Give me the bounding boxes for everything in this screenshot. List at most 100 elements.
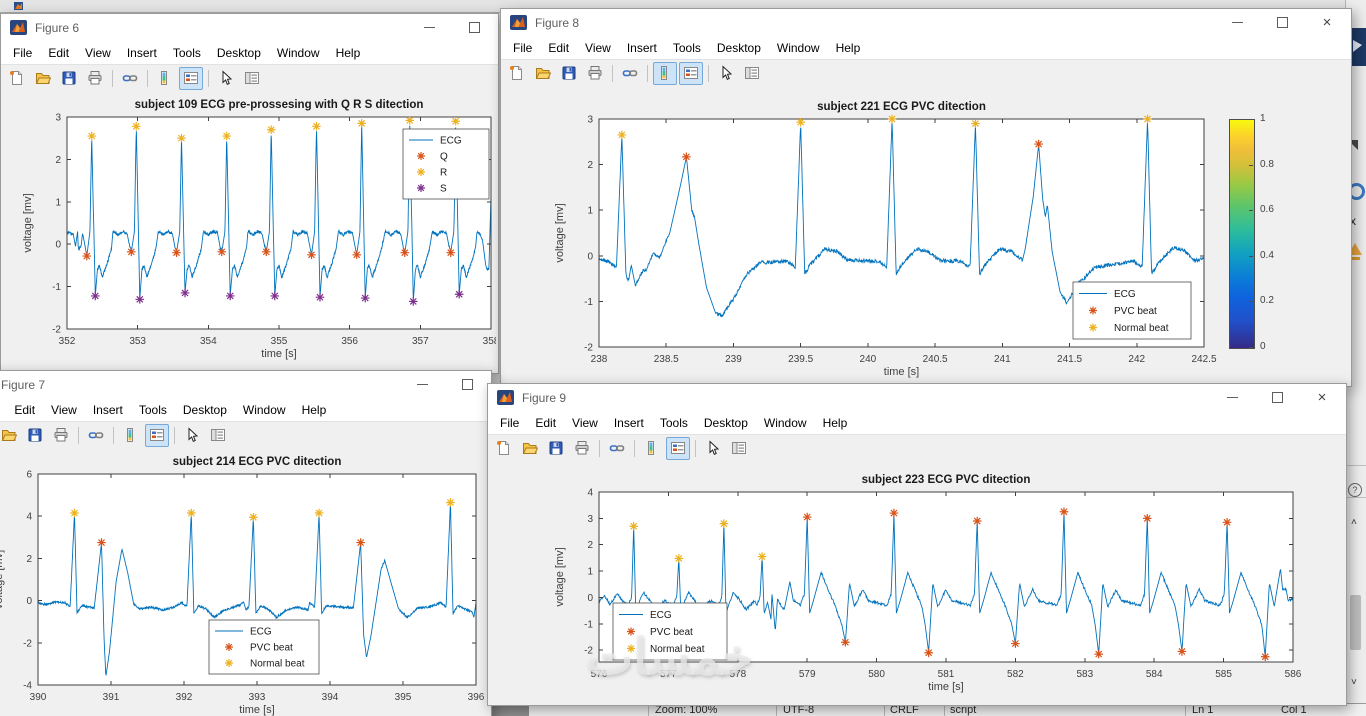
scroll-up-icon[interactable]: ˄ (1351, 517, 1357, 528)
link-plot-icon[interactable] (84, 424, 108, 447)
property-inspector-icon[interactable] (740, 62, 764, 85)
menu-item-view[interactable]: View (585, 40, 611, 55)
insert-colorbar-icon[interactable] (653, 61, 677, 85)
insert-colorbar-icon[interactable] (640, 437, 664, 460)
colorbar-tick (1249, 301, 1253, 303)
menu-item-edit[interactable]: Edit (548, 40, 570, 55)
minimize-button[interactable] (1231, 17, 1243, 29)
property-inspector-icon[interactable] (206, 424, 230, 447)
svg-text:356: 356 (341, 336, 358, 347)
menu-item-window[interactable]: Window (763, 415, 807, 430)
insert-colorbar-icon[interactable] (153, 67, 177, 90)
svg-text:6: 6 (26, 470, 32, 481)
figure8-titlebar[interactable]: Figure 8 × (501, 9, 1351, 36)
maximize-button[interactable] (1276, 17, 1288, 29)
menu-item-view[interactable]: View (51, 402, 77, 417)
new-figure-icon[interactable] (505, 62, 529, 85)
svg-text:PVC beat: PVC beat (650, 627, 693, 638)
menu-item-window[interactable]: Window (242, 402, 286, 417)
collapse-corner-icon[interactable] (1348, 140, 1358, 150)
svg-text:393: 393 (249, 692, 266, 703)
print-figure-icon[interactable] (570, 437, 594, 460)
edit-plot-cursor-icon[interactable] (714, 62, 738, 85)
print-figure-icon[interactable] (583, 62, 607, 85)
menu-item-window[interactable]: Window (276, 45, 320, 60)
menu-item-insert[interactable]: Insert (626, 40, 657, 55)
menu-item-help[interactable]: Help (835, 40, 861, 55)
minimize-button[interactable] (423, 22, 435, 34)
menu-item-file[interactable]: File (13, 45, 33, 60)
link-plot-icon[interactable] (605, 437, 629, 460)
insert-legend-icon[interactable] (679, 61, 703, 85)
menu-item-help[interactable]: Help (301, 402, 327, 417)
close-x-icon[interactable]: x (1350, 214, 1356, 228)
colorbar-tick-label: 0.8 (1260, 158, 1274, 170)
insert-legend-icon[interactable] (666, 436, 690, 460)
menu-item-desktop[interactable]: Desktop (703, 415, 748, 430)
menu-item-window[interactable]: Window (776, 40, 820, 55)
insert-legend-icon[interactable] (145, 423, 169, 447)
figure7-titlebar[interactable]: Figure 7 (0, 371, 491, 398)
scrollbar-thumb[interactable] (1350, 595, 1361, 650)
menu-item-help[interactable]: Help (335, 45, 361, 60)
menu-item-desktop[interactable]: Desktop (216, 45, 261, 60)
svg-text:voltage [mv]: voltage [mv] (22, 193, 34, 252)
close-button[interactable]: × (1322, 13, 1332, 31)
menu-item-insert[interactable]: Insert (92, 402, 123, 417)
link-plot-icon[interactable] (618, 62, 642, 85)
statusbar-divider (944, 704, 945, 716)
menu-item-edit[interactable]: Edit (48, 45, 70, 60)
print-figure-icon[interactable] (49, 424, 73, 447)
link-plot-icon[interactable] (118, 67, 142, 90)
menu-item-file[interactable]: File (500, 415, 520, 430)
close-button[interactable]: × (1317, 388, 1327, 406)
menu-item-tools[interactable]: Tools (659, 415, 688, 430)
edit-plot-cursor-icon[interactable] (180, 424, 204, 447)
menu-item-desktop[interactable]: Desktop (716, 40, 761, 55)
save-figure-icon[interactable] (57, 67, 81, 90)
maximize-button[interactable] (468, 22, 480, 34)
open-file-icon[interactable] (518, 437, 542, 460)
help-circle-icon[interactable]: ? (1348, 483, 1362, 497)
property-inspector-icon[interactable] (240, 67, 264, 90)
save-figure-icon[interactable] (557, 62, 581, 85)
menu-item-desktop[interactable]: Desktop (182, 402, 227, 417)
property-inspector-icon[interactable] (727, 437, 751, 460)
figure9-titlebar[interactable]: Figure 9 × (488, 384, 1346, 411)
open-file-icon[interactable] (31, 67, 55, 90)
insert-colorbar-icon[interactable] (119, 424, 143, 447)
maximize-button[interactable] (1271, 392, 1283, 404)
save-figure-icon[interactable] (544, 437, 568, 460)
menu-item-edit[interactable]: Edit (535, 415, 557, 430)
print-figure-icon[interactable] (83, 67, 107, 90)
open-file-icon[interactable] (0, 424, 21, 447)
edit-plot-cursor-icon[interactable] (214, 67, 238, 90)
save-figure-icon[interactable] (23, 424, 47, 447)
open-file-icon[interactable] (531, 62, 555, 85)
figure9-menubar: File Edit View Insert Tools Desktop Window Help (488, 411, 1346, 434)
menu-item-file[interactable]: File (513, 40, 533, 55)
minimize-button[interactable] (1226, 392, 1238, 404)
new-figure-icon[interactable] (492, 437, 516, 460)
menu-item-edit[interactable]: Edit (14, 402, 36, 417)
insert-legend-icon[interactable] (179, 66, 203, 90)
new-figure-icon[interactable] (5, 67, 29, 90)
menu-item-help[interactable]: Help (822, 415, 848, 430)
menu-item-view[interactable]: View (85, 45, 111, 60)
menu-item-tools[interactable]: Tools (138, 402, 167, 417)
menu-item-tools[interactable]: Tools (672, 40, 701, 55)
statusbar-item: CRLF (890, 704, 919, 716)
matlab-logo-icon (10, 20, 27, 35)
svg-text:579: 579 (799, 669, 816, 680)
menu-item-tools[interactable]: Tools (172, 45, 201, 60)
minimize-button[interactable] (416, 379, 428, 391)
maximize-button[interactable] (461, 379, 473, 391)
svg-text:392: 392 (176, 692, 193, 703)
edit-plot-cursor-icon[interactable] (701, 437, 725, 460)
menu-item-insert[interactable]: Insert (126, 45, 157, 60)
menu-item-insert[interactable]: Insert (613, 415, 644, 430)
figure6-titlebar[interactable]: Figure 6 (1, 14, 498, 41)
svg-text:2: 2 (587, 160, 593, 171)
menu-item-view[interactable]: View (572, 415, 598, 430)
scroll-down-icon[interactable]: ˅ (1351, 677, 1357, 688)
